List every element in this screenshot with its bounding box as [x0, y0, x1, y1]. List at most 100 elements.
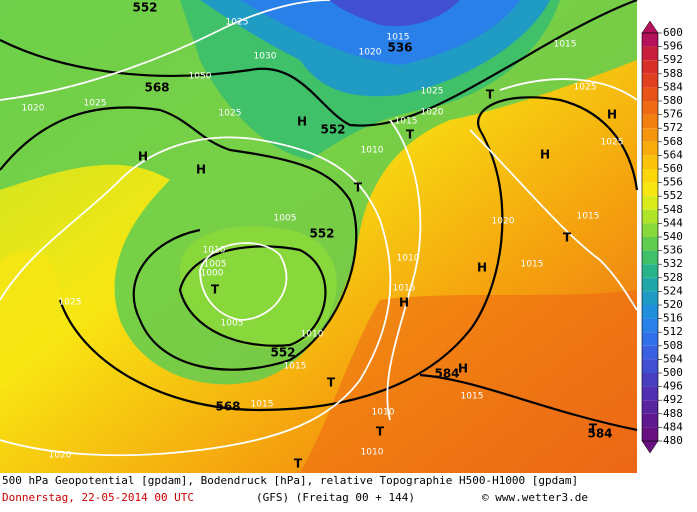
contour-label: T — [327, 376, 336, 390]
contour-label: 552 — [270, 346, 295, 360]
colorbar-band — [642, 128, 658, 142]
colorbar-label: 504 — [663, 352, 683, 365]
contour-label: 1010 — [203, 246, 226, 256]
colorbar-band — [642, 332, 658, 346]
contour-label: H — [607, 108, 617, 122]
contour-label: T — [354, 181, 363, 195]
colorbar-band — [642, 237, 658, 251]
colorbar-band — [642, 264, 658, 278]
contour-label: 1015 — [387, 33, 410, 43]
contour-label: H — [399, 296, 409, 310]
colorbar-band — [642, 318, 658, 333]
colorbar-band — [642, 400, 658, 414]
colorbar-label: 512 — [663, 325, 683, 338]
contour-label: T — [589, 422, 598, 436]
contour-label: 1010 — [361, 448, 384, 458]
colorbar-band — [642, 359, 658, 373]
colorbar-label: 484 — [663, 420, 683, 433]
colorbar-label: 600 — [663, 26, 683, 39]
footer-credit: © www.wetter3.de — [482, 491, 588, 504]
colorbar-band — [642, 155, 658, 169]
contour-label: 1025 — [574, 83, 597, 93]
colorbar-band — [642, 250, 658, 265]
contour-label: 568 — [215, 400, 240, 414]
contour-label: 1025 — [601, 138, 624, 148]
contour-label: 1020 — [492, 217, 515, 227]
contour-label: T — [406, 128, 415, 142]
colorbar-label: 516 — [663, 312, 683, 325]
colorbar: 6005965925885845805765725685645605565525… — [641, 20, 683, 454]
colorbar-label: 500 — [663, 366, 683, 379]
colorbar-band — [642, 427, 658, 441]
contour-label: 552 — [132, 1, 157, 15]
colorbar-band — [642, 277, 658, 292]
contour-label: 1025 — [219, 109, 242, 119]
colorbar-label: 556 — [663, 176, 683, 189]
contour-label: 1025 — [226, 18, 249, 28]
colorbar-label: 540 — [663, 230, 683, 243]
colorbar-label: 528 — [663, 271, 683, 284]
colorbar-label: 488 — [663, 407, 683, 420]
contour-label: 1020 — [49, 451, 72, 461]
contour-label: H — [297, 115, 307, 129]
colorbar-band — [642, 33, 658, 47]
contour-label: 1000 — [201, 269, 224, 279]
colorbar-band — [642, 305, 658, 319]
contour-label: T — [211, 283, 220, 297]
contour-label: 536 — [387, 41, 412, 55]
footer-title: 500 hPa Geopotential [gpdam], Bodendruck… — [2, 474, 578, 487]
contour-label: 1010 — [372, 408, 395, 418]
colorbar-band — [642, 46, 658, 61]
contour-label: 584 — [434, 367, 459, 381]
colorbar-band — [642, 209, 658, 224]
colorbar-label: 508 — [663, 339, 683, 352]
contour-label: 1005 — [274, 214, 297, 224]
colorbar-label: 588 — [663, 67, 683, 80]
contour-label: T — [294, 457, 303, 471]
contour-label: 1010 — [397, 254, 420, 264]
colorbar-label: 480 — [663, 434, 683, 447]
contour-label: 1010 — [301, 330, 324, 340]
contour-label: 568 — [144, 81, 169, 95]
colorbar-label: 584 — [663, 80, 683, 93]
contour-label: 1015 — [393, 284, 416, 294]
contour-label: T — [563, 231, 572, 245]
contour-label: T — [376, 425, 385, 439]
colorbar-band — [642, 141, 658, 156]
contour-label: 1025 — [59, 298, 82, 308]
contour-label: H — [458, 362, 468, 376]
colorbar-band — [642, 182, 658, 197]
colorbar-band — [642, 345, 658, 360]
contour-label: 1015 — [395, 117, 418, 127]
colorbar-label: 568 — [663, 135, 683, 148]
colorbar-label: 552 — [663, 189, 683, 202]
colorbar-band — [642, 386, 658, 401]
contour-label: 1020 — [421, 108, 444, 118]
colorbar-band — [642, 87, 658, 101]
contour-label: H — [196, 163, 206, 177]
contour-label: 1020 — [22, 104, 45, 114]
contour-label: H — [540, 148, 550, 162]
colorbar-band — [642, 60, 658, 74]
colorbar-label: 532 — [663, 257, 683, 270]
contour-label: 1020 — [359, 48, 382, 58]
colorbar-label: 548 — [663, 203, 683, 216]
footer-date: Donnerstag, 22-05-2014 00 UTC — [2, 491, 194, 504]
contour-label: 552 — [320, 123, 345, 137]
contour-label: 1015 — [251, 400, 274, 410]
colorbar-label: 596 — [663, 40, 683, 53]
contour-label: H — [138, 150, 148, 164]
contour-label: 1015 — [554, 40, 577, 50]
contour-label: H — [477, 261, 487, 275]
colorbar-band — [642, 196, 658, 210]
colorbar-label: 580 — [663, 94, 683, 107]
contour-label: T — [486, 88, 495, 102]
colorbar-band — [642, 291, 658, 305]
colorbar-label: 496 — [663, 380, 683, 393]
contour-label: 584 — [587, 427, 612, 441]
contour-label: 552 — [309, 227, 334, 241]
contour-label: 1015 — [577, 212, 600, 222]
colorbar-band — [642, 73, 658, 88]
